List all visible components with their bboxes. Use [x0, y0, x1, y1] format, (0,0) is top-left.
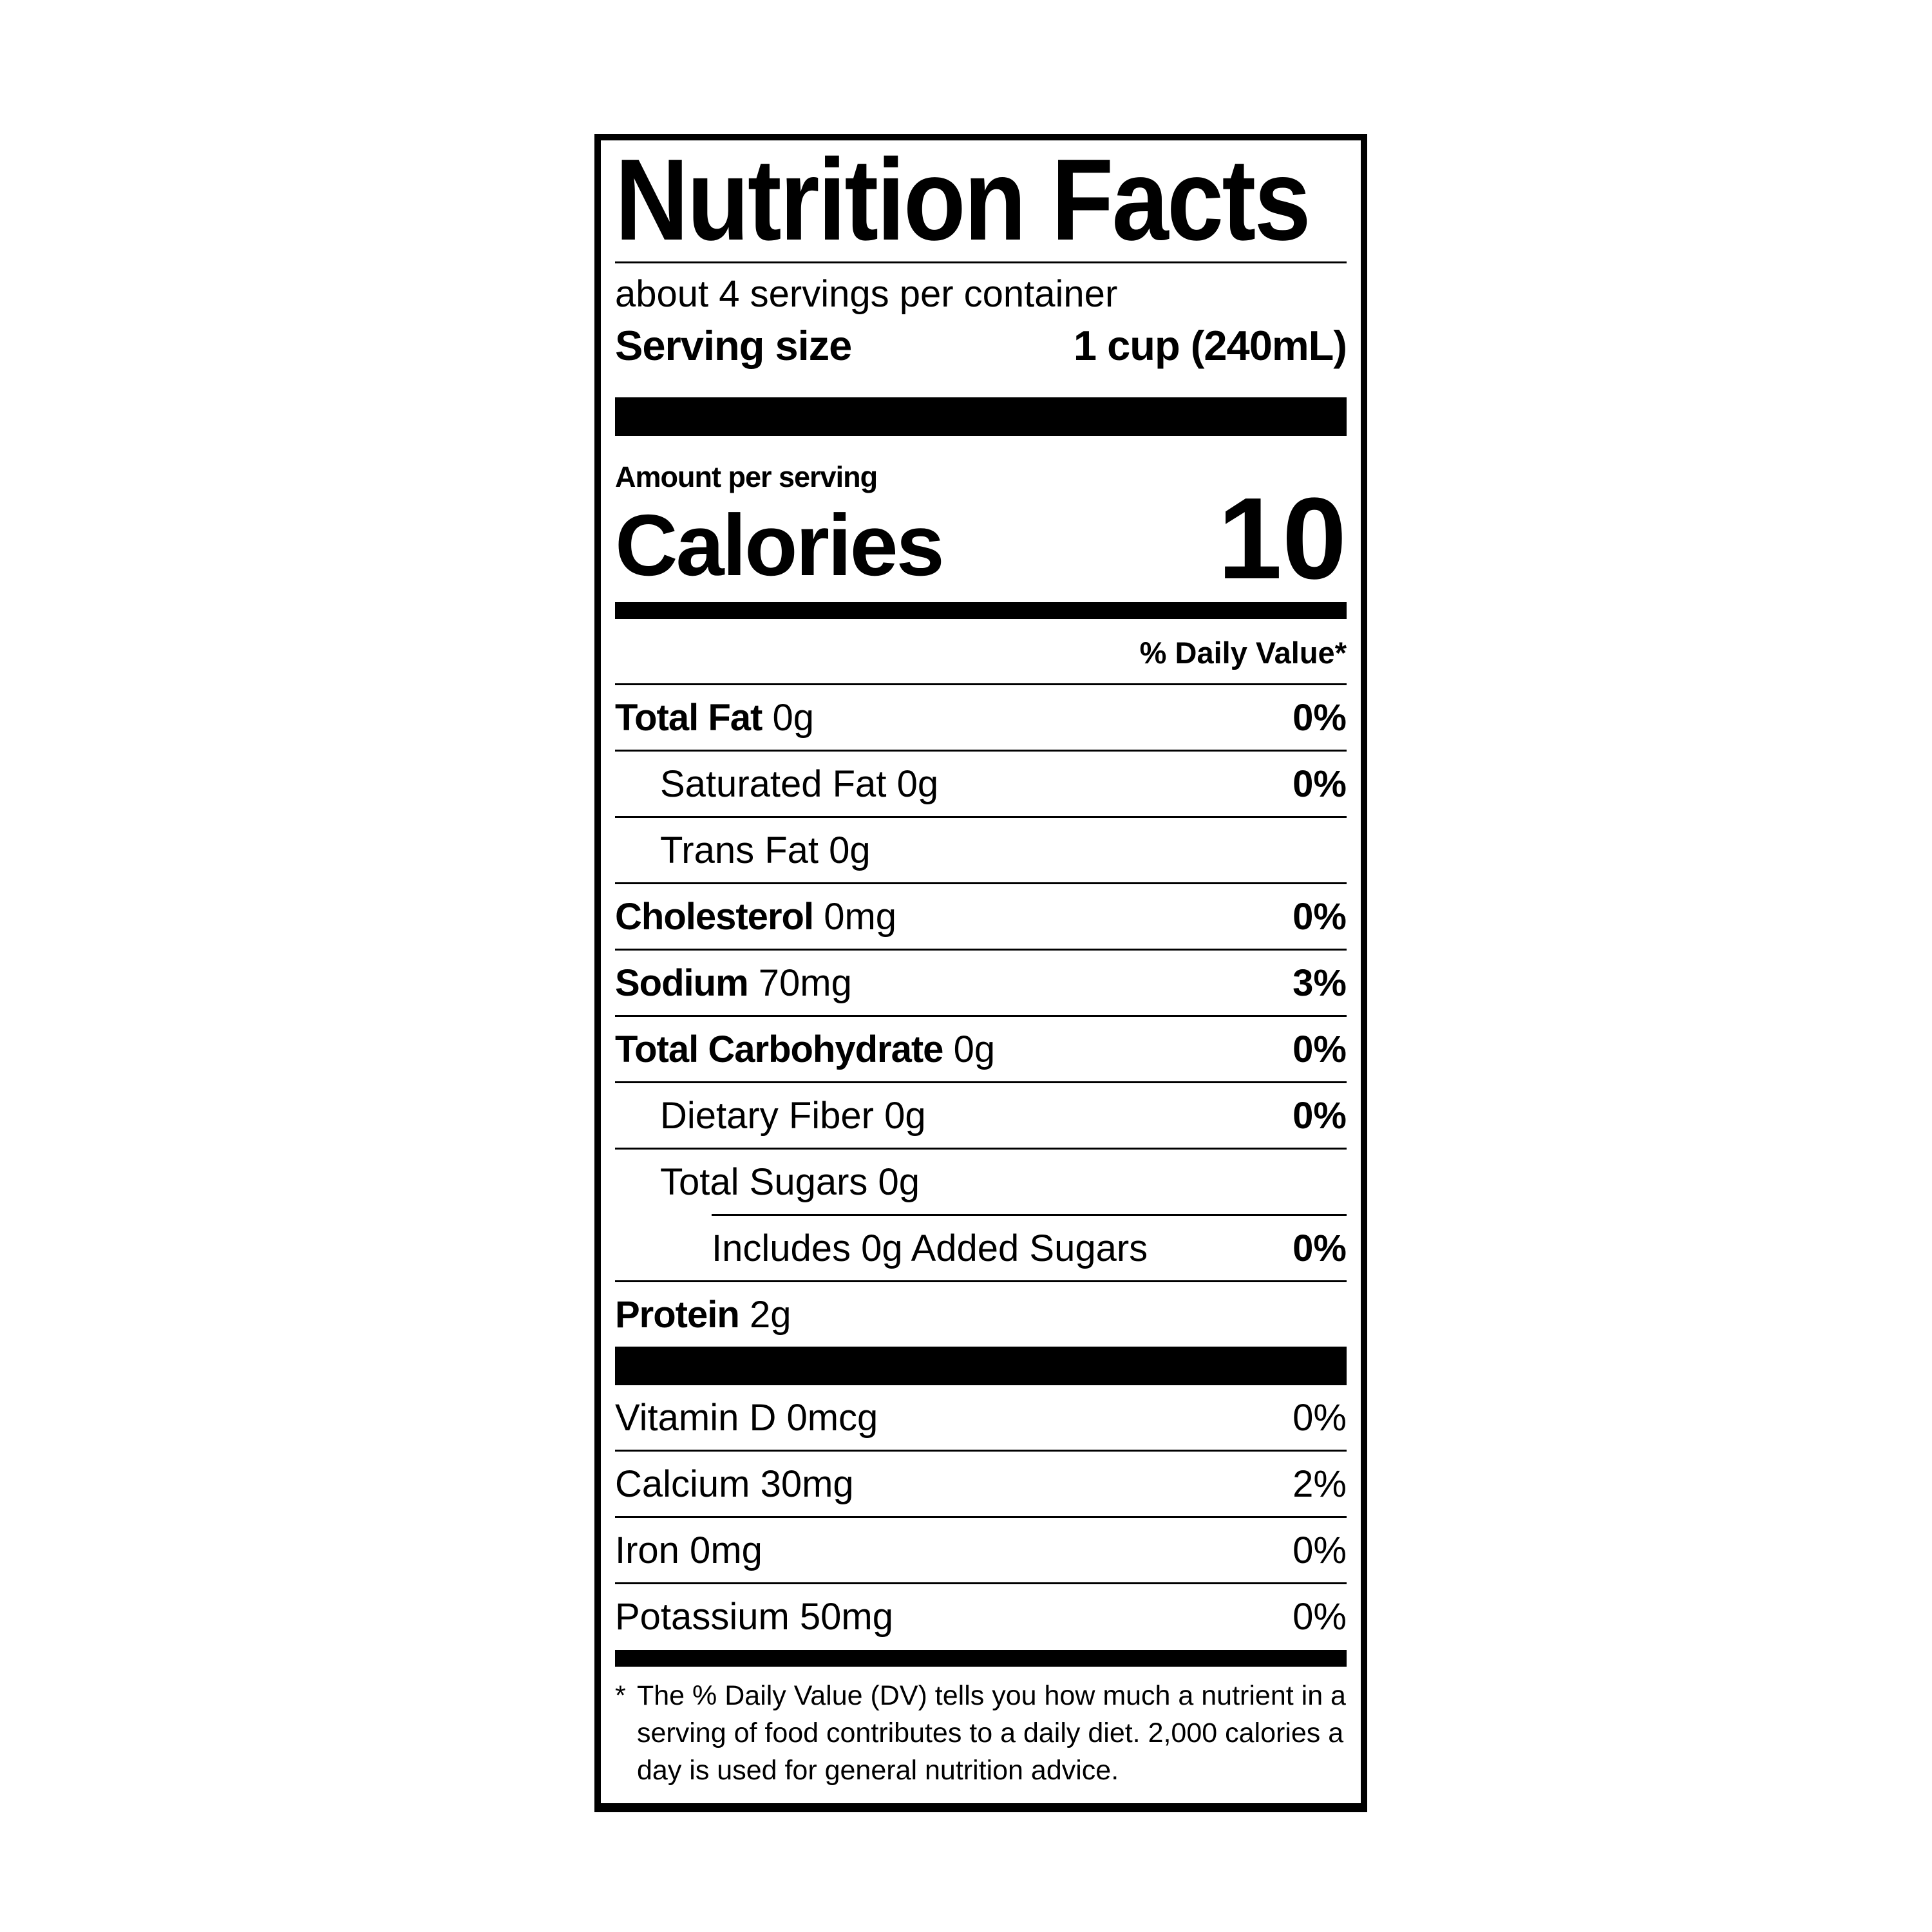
- nutrient-row-cholesterol: Cholesterol 0mg 0%: [615, 882, 1347, 949]
- thick-divider-bar: [615, 397, 1347, 436]
- nutrient-row-protein: Protein 2g: [615, 1280, 1347, 1347]
- nutrient-name: Dietary Fiber: [660, 1094, 874, 1137]
- vitamin-name: Potassium 50mg: [615, 1595, 893, 1638]
- nutrient-row-dietary-fiber: Dietary Fiber 0g 0%: [615, 1081, 1347, 1148]
- nutrient-name: Total Sugars: [660, 1160, 868, 1203]
- amount-per-serving-label: Amount per serving: [615, 460, 878, 493]
- nutrient-label: Includes 0g Added Sugars: [712, 1227, 1148, 1270]
- nutrient-row-total-carbohydrate: Total Carbohydrate 0g 0%: [615, 1015, 1347, 1081]
- footnote: * The % Daily Value (DV) tells you how m…: [615, 1677, 1347, 1789]
- nutrient-name: Sodium: [615, 961, 749, 1004]
- nutrient-amount: 0g: [762, 696, 814, 739]
- nutrient-name: Saturated Fat: [660, 762, 887, 805]
- nutrient-label: Total Fat 0g: [615, 696, 814, 739]
- vitamin-daily-value: 0%: [1293, 1396, 1347, 1439]
- nutrient-amount: 0g: [886, 762, 939, 805]
- label-title: Nutrition Facts: [615, 135, 1311, 265]
- serving-size-row: Serving size 1 cup (240mL): [615, 320, 1347, 372]
- vitamin-rows: Vitamin D 0mcg 0% Calcium 30mg 2% Iron 0mg 0%…: [615, 1385, 1347, 1649]
- nutrient-amount: 0g: [873, 1094, 926, 1137]
- vitamin-name: Vitamin D 0mcg: [615, 1396, 878, 1439]
- nutrient-daily-value: 0%: [1293, 696, 1347, 739]
- nutrient-row-includes-0g-added-sugars: Includes 0g Added Sugars 0%: [615, 1216, 1347, 1280]
- vitamin-daily-value: 0%: [1293, 1595, 1347, 1638]
- nutrient-daily-value: 3%: [1293, 961, 1347, 1004]
- nutrient-name: Total Carbohydrate: [615, 1028, 943, 1070]
- nutrient-row-sodium: Sodium 70mg 3%: [615, 949, 1347, 1015]
- daily-value-divider: [615, 683, 1347, 685]
- nutrient-label: Dietary Fiber 0g: [660, 1094, 926, 1137]
- footnote-asterisk: *: [615, 1680, 626, 1711]
- daily-value-header: % Daily Value*: [1139, 636, 1347, 670]
- servings-per-container: about 4 servings per container: [615, 273, 1118, 315]
- vitamin-name: Calcium 30mg: [615, 1463, 854, 1505]
- nutrient-amount: 0g: [943, 1028, 996, 1070]
- serving-size-value: 1 cup (240mL): [1073, 322, 1347, 369]
- vitamin-name: Iron 0mg: [615, 1529, 762, 1571]
- nutrient-rows: Total Fat 0g 0% Saturated Fat 0g 0% Trans Fa…: [615, 685, 1347, 1347]
- calories-row: Calories 10: [615, 481, 1347, 597]
- nutrient-daily-value: 0%: [1293, 1094, 1347, 1137]
- nutrient-name: Cholesterol: [615, 895, 814, 938]
- footnote-text: The % Daily Value (DV) tells you how muc…: [637, 1680, 1346, 1786]
- nutrition-facts-label: Nutrition Facts about 4 servings per con…: [594, 134, 1367, 1812]
- nutrient-row-total-sugars: Total Sugars 0g: [615, 1148, 1347, 1214]
- nutrient-amount: 0g: [867, 1160, 920, 1203]
- nutrient-label: Sodium 70mg: [615, 961, 852, 1005]
- nutrient-row-saturated-fat: Saturated Fat 0g 0%: [615, 750, 1347, 816]
- vitamin-daily-value: 0%: [1293, 1529, 1347, 1571]
- vitamin-row-potassium-50mg: Potassium 50mg 0%: [615, 1582, 1347, 1649]
- nutrient-row-trans-fat: Trans Fat 0g: [615, 816, 1347, 882]
- nutrient-name: Total Fat: [615, 696, 762, 739]
- vitamin-daily-value: 2%: [1293, 1463, 1347, 1505]
- nutrient-label: Saturated Fat 0g: [660, 762, 938, 806]
- nutrient-name: Protein: [615, 1293, 740, 1336]
- nutrient-label: Total Carbohydrate 0g: [615, 1028, 995, 1071]
- calories-label: Calories: [615, 496, 945, 594]
- medium-divider-bar-2: [615, 1650, 1347, 1667]
- serving-size-label: Serving size: [615, 322, 852, 369]
- nutrient-amount: 2g: [739, 1293, 791, 1336]
- title-divider: [615, 261, 1347, 263]
- nutrient-label: Total Sugars 0g: [660, 1160, 920, 1204]
- inset-divider: [712, 1214, 1347, 1216]
- thick-divider-bar-2: [615, 1347, 1347, 1385]
- nutrient-daily-value: 0%: [1293, 762, 1347, 805]
- nutrient-row-total-fat: Total Fat 0g 0%: [615, 685, 1347, 750]
- medium-divider-bar: [615, 602, 1347, 619]
- nutrient-amount: 0mg: [813, 895, 897, 938]
- nutrient-label: Trans Fat 0g: [660, 829, 871, 872]
- nutrient-daily-value: 0%: [1293, 895, 1347, 938]
- nutrient-name: Trans Fat: [660, 829, 819, 871]
- vitamin-row-iron-0mg: Iron 0mg 0%: [615, 1516, 1347, 1582]
- vitamin-row-calcium-30mg: Calcium 30mg 2%: [615, 1450, 1347, 1516]
- calories-value: 10: [1217, 474, 1347, 603]
- nutrient-daily-value: 0%: [1293, 1028, 1347, 1070]
- nutrient-amount: 0g: [819, 829, 871, 871]
- nutrient-daily-value: 0%: [1293, 1227, 1347, 1269]
- vitamin-row-vitamin-d-0mcg: Vitamin D 0mcg 0%: [615, 1385, 1347, 1450]
- nutrient-label: Cholesterol 0mg: [615, 895, 896, 938]
- nutrient-label: Protein 2g: [615, 1293, 791, 1336]
- nutrient-amount: 70mg: [748, 961, 852, 1004]
- nutrient-name: Includes 0g Added Sugars: [712, 1227, 1148, 1269]
